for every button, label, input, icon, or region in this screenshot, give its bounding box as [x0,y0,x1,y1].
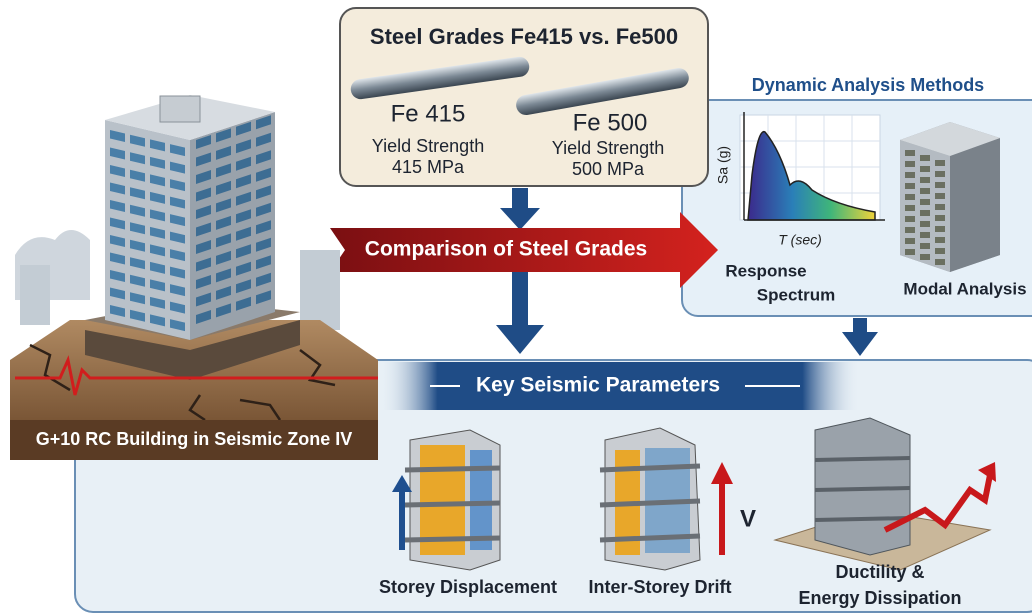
window [935,237,945,243]
window [935,248,945,254]
window [920,232,930,238]
building-illustration-part [20,265,50,325]
storey-displacement-illustration-part [470,450,492,550]
window [935,182,945,188]
window [935,259,945,265]
grade-property: Yield Strength [552,138,664,158]
window [905,227,915,233]
window [935,226,945,232]
window [905,205,915,211]
window [905,194,915,200]
spectrum-x-label: T (sec) [778,232,822,248]
flow-arrows-part [512,188,528,210]
window [935,215,945,221]
grade-value: 500 MPa [572,159,645,179]
building-illustration-part [160,96,200,122]
window [920,221,930,227]
storey-displacement-illustration-part-part [405,503,500,505]
building-illustration [10,95,378,460]
window [935,193,945,199]
flow-arrows-part [512,272,528,327]
window [920,210,930,216]
window [935,160,945,166]
parameter-caption: Ductility & [835,562,924,582]
window [905,183,915,189]
spectrum-caption: Response [725,261,806,280]
window [935,171,945,177]
dynamic-title: Dynamic Analysis Methods [752,75,984,95]
window [935,204,945,210]
window [905,249,915,255]
window [920,177,930,183]
comparison-label: Comparison of Steel Grades [365,238,647,261]
ductility-illustration-part-part [815,518,910,520]
parameter-caption: Inter-Storey Drift [588,577,731,597]
window [905,172,915,178]
window [920,243,930,249]
modal-caption: Modal Analysis [903,279,1026,298]
flow-arrows-part [853,318,867,334]
window [920,199,930,205]
building-caption: G+10 RC Building in Seismic Zone IV [36,429,353,449]
spectrum-caption: Spectrum [757,285,835,304]
window [905,238,915,244]
grade-property: Yield Strength [372,136,484,156]
flow-arrows-part [496,325,544,354]
ductility-illustration-part-part [815,458,910,460]
flow-arrows-part [842,332,878,356]
steel-title: Steel Grades Fe415 vs. Fe500 [370,24,678,49]
window [905,216,915,222]
grade-name: Fe 500 [573,109,648,136]
drift-symbol: V [740,505,756,532]
window [920,188,930,194]
building-illustration-part [300,250,340,330]
parameter-caption: Storey Displacement [379,577,557,597]
window [905,150,915,156]
grade-value: 415 MPa [392,157,465,177]
infographic: Key Seismic Parameters V Storey Displace… [0,0,1032,616]
window [920,166,930,172]
parameter-caption: Energy Dissipation [798,588,961,608]
grade-name: Fe 415 [391,100,466,127]
window [920,155,930,161]
parameters-title: Key Seismic Parameters [476,374,720,397]
page: Key Seismic Parameters V Storey Displace… [0,0,1032,616]
spectrum-y-label: Sa (g) [715,146,731,184]
window [905,161,915,167]
storey-displacement-illustration-part-part [405,538,500,540]
flow-arrows-part [500,208,540,230]
window [920,254,930,260]
storey-displacement-illustration-part-part [405,468,500,470]
ductility-illustration-part-part [815,488,910,490]
dynamic-panel-part [950,138,1000,272]
